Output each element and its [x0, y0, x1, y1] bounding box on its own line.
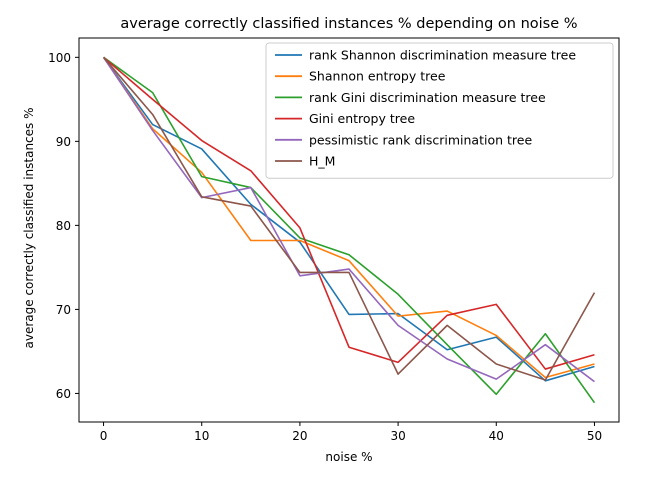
legend-label: Shannon entropy tree	[309, 69, 446, 84]
y-tick-label: 70	[56, 303, 71, 317]
legend-label: pessimistic rank discrimination tree	[309, 132, 532, 147]
y-axis: 60 70 80 90 100	[48, 51, 79, 401]
legend-label: rank Shannon discrimination measure tree	[309, 48, 576, 63]
x-axis: 0 10 20 30 40 50	[100, 422, 602, 443]
x-tick-label: 0	[100, 429, 108, 443]
x-axis-label: noise %	[325, 450, 372, 464]
y-tick-label: 100	[48, 51, 71, 65]
chart-title: average correctly classified instances %…	[120, 16, 577, 32]
legend-label: Gini entropy tree	[309, 111, 415, 126]
series-line-5	[102, 56, 595, 383]
x-tick-label: 50	[587, 429, 602, 443]
y-tick-label: 60	[56, 387, 71, 401]
series-line-2	[102, 56, 595, 379]
y-tick-label: 90	[56, 135, 71, 149]
series-line-3	[103, 56, 596, 404]
legend-box	[265, 42, 614, 179]
x-tick-label: 20	[292, 429, 307, 443]
y-tick-label: 80	[56, 219, 71, 233]
legend-label: H_M	[309, 154, 335, 169]
series-line-1	[102, 56, 595, 382]
x-tick-label: 10	[194, 429, 209, 443]
series-line-4	[103, 56, 595, 370]
x-tick-label: 30	[390, 429, 405, 443]
series-line-6	[102, 56, 596, 381]
series-lines	[102, 56, 596, 404]
y-axis-label: average correctly classified instances %	[22, 107, 36, 348]
plot-area	[78, 37, 620, 423]
legend: rank Shannon discrimination measure tree…	[265, 42, 614, 179]
x-tick-label: 40	[489, 429, 504, 443]
legend-label: rank Gini discrimination measure tree	[309, 90, 546, 105]
